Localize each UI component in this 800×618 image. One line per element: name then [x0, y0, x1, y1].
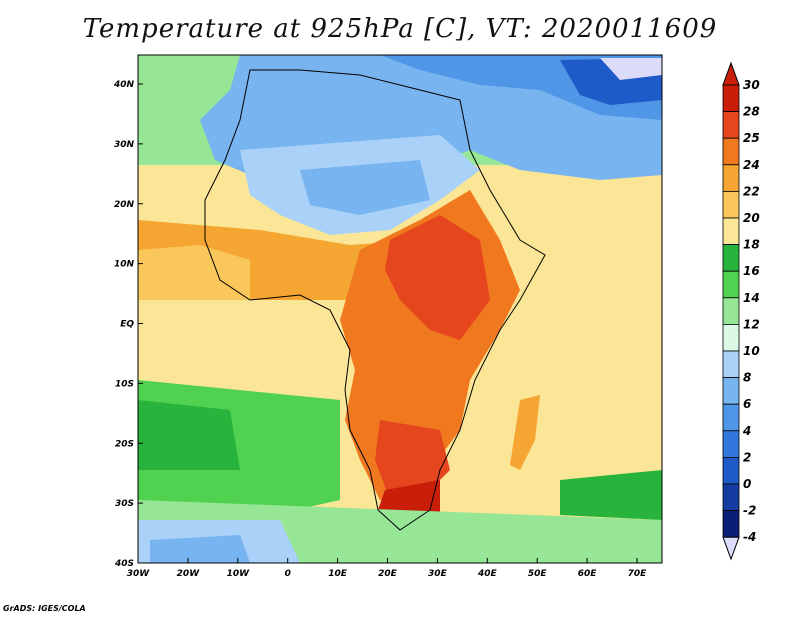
- lat-tick-label: 40N: [113, 80, 135, 90]
- colorbar-segment: [722, 137, 740, 166]
- lat-tick-label: EQ: [120, 320, 134, 330]
- colorbar-label: 22: [743, 184, 760, 198]
- lon-tick-label: 10W: [227, 569, 251, 579]
- colorbar-segment: [722, 456, 740, 485]
- colorbar-label: 2: [743, 450, 751, 464]
- lon-tick-label: 20W: [177, 569, 201, 579]
- colorbar-label: 14: [743, 291, 760, 305]
- colorbar-segment: [722, 403, 740, 432]
- lon-tick-label: 10E: [328, 569, 348, 579]
- colorbar-label: 30: [743, 78, 760, 92]
- colorbar-label: 20: [743, 211, 760, 225]
- lon-tick-label: 30W: [127, 569, 151, 579]
- lat-tick-label: 30S: [115, 499, 134, 509]
- lat-tick-label: 20S: [115, 439, 134, 449]
- colorbar-segment: [722, 84, 740, 113]
- colorbar-segment: [722, 483, 740, 512]
- map-frame: [137, 54, 663, 564]
- colorbar-label: -2: [743, 504, 756, 518]
- colorbar-label: 0: [743, 477, 751, 491]
- colorbar-segment: [722, 111, 740, 139]
- colorbar-segment: [722, 323, 740, 352]
- colorbar-label: 12: [743, 317, 760, 331]
- lon-tick-label: 30E: [428, 569, 448, 579]
- lat-tick-label: 30N: [114, 140, 135, 150]
- lat-tick-label: 20N: [114, 200, 135, 210]
- lat-tick-label: 10N: [114, 260, 135, 270]
- lat-tick-label: 10S: [115, 379, 134, 389]
- lon-tick-label: 50E: [528, 569, 548, 579]
- colorbar-label: 10: [743, 344, 760, 358]
- lon-tick-label: 70E: [628, 569, 648, 579]
- colorbar-label: 24: [743, 158, 760, 172]
- colorbar-segment: [722, 190, 740, 219]
- colorbar-label: 4: [742, 424, 751, 438]
- colorbar-segment: [722, 164, 740, 192]
- temperature-field: [138, 55, 662, 563]
- colorbar-segment: [722, 270, 740, 299]
- colorbar-segment: [722, 510, 740, 538]
- colorbar-top-arrow: [722, 61, 740, 86]
- colorbar-label: 16: [743, 264, 760, 278]
- latitude-axis: 40N 30N 20N 10N EQ 10S 20S 30S 40S: [113, 80, 143, 569]
- colorbar-segment: [722, 244, 740, 272]
- colorbar-label: 6: [743, 397, 751, 411]
- map-title: Temperature at 925hPa [C], VT: 202001160…: [82, 14, 718, 44]
- colorbar-label: 8: [743, 371, 751, 385]
- grads-credit: GrADS: IGES/COLA: [3, 604, 86, 613]
- colorbar-bottom-arrow: [722, 536, 740, 561]
- lon-tick-label: 20E: [378, 569, 398, 579]
- lon-tick-label: 60E: [578, 569, 598, 579]
- colorbar-segment: [722, 377, 740, 405]
- colorbar-label: 25: [743, 131, 760, 145]
- colorbar-segment: [722, 350, 740, 379]
- colorbar-segment: [722, 217, 740, 246]
- colorbar-label: 18: [743, 238, 760, 252]
- longitude-axis: 30W 20W 10W 0 10E 20E 30E 40E 50E 60E 70E: [127, 558, 647, 579]
- colorbar-segment: [722, 430, 740, 458]
- lon-tick-label: 0: [285, 569, 291, 579]
- colorbar-segment: [722, 297, 740, 325]
- colorbar-label: -4: [743, 530, 756, 544]
- colorbar-label: 28: [743, 105, 760, 119]
- lat-tick-label: 40S: [114, 559, 134, 569]
- lon-tick-label: 40E: [477, 569, 498, 579]
